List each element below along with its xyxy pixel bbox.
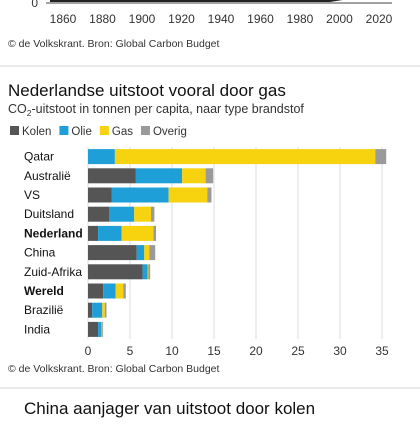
legend-swatch — [99, 126, 109, 135]
bar-segment-olie — [135, 168, 183, 184]
previous-chart-x-tick: 2020 — [366, 12, 393, 26]
previous-chart-fragment: 0 1860 1880 1900 1920 1940 1960 1980 2000 2020 ©… — [8, 0, 393, 50]
legend-label: Kolen — [22, 126, 51, 138]
bar-segment-kolen — [88, 264, 143, 280]
category-label: China — [24, 246, 56, 260]
subtitle-suffix: -uitstoot in tonnen per capita, naar typ… — [31, 102, 304, 116]
previous-chart-x-tick: 1960 — [247, 12, 274, 26]
bar-segment-olie — [111, 187, 169, 203]
previous-chart-x-tick: 1940 — [208, 12, 235, 26]
chart-subtitle: CO2-uitstoot in tonnen per capita, naar … — [8, 102, 304, 118]
legend-label: Gas — [112, 126, 133, 138]
legend-swatch — [59, 126, 69, 135]
previous-chart-x-tick: 1980 — [287, 12, 314, 26]
category-label: India — [24, 322, 50, 336]
previous-chart-x-tick: 2000 — [326, 12, 353, 26]
x-tick-label: 30 — [333, 344, 347, 358]
bar-segment-kolen — [88, 206, 109, 222]
bar-segment-olie — [88, 149, 115, 165]
bar-segment-overig — [205, 168, 214, 184]
legend-label: Overig — [153, 126, 187, 138]
category-label: Brazilië — [24, 303, 64, 317]
x-tick-label: 5 — [127, 344, 134, 358]
next-section-title: China aanjager van uitstoot door kolen — [24, 399, 315, 418]
chart-legend: Kolen Olie Gas Overig — [10, 126, 187, 138]
bar-segment-gas — [144, 245, 150, 261]
previous-chart-area — [50, 0, 380, 2]
bar-segment-olie — [98, 321, 102, 337]
bar-segment-overig — [104, 302, 107, 318]
bar-segment-olie — [103, 283, 116, 299]
x-tick-label: 10 — [165, 344, 179, 358]
legend-label: Olie — [71, 126, 91, 138]
category-label: Qatar — [24, 150, 54, 164]
previous-chart-x-ticks: 1860 1880 1900 1920 1940 1960 1980 2000 2020 — [50, 12, 393, 26]
subtitle-prefix: CO — [8, 102, 27, 116]
chart-x-tick-labels: 0 5 10 15 20 25 30 35 — [85, 344, 389, 358]
bar-segment-gas — [168, 187, 208, 203]
bar-segment-gas — [102, 302, 105, 318]
x-tick-label: 0 — [85, 344, 92, 358]
bar-segment-kolen — [88, 225, 99, 241]
bar-segment-olie — [98, 225, 122, 241]
legend-swatch — [10, 126, 19, 135]
bar-segment-gas — [147, 264, 149, 280]
legend-swatch — [140, 126, 150, 135]
bar-segment-gas — [115, 283, 124, 299]
previous-chart-x-tick: 1920 — [168, 12, 195, 26]
bar-segment-overig — [149, 245, 156, 261]
chart-title: Nederlandse uitstoot vooral door gas — [8, 81, 286, 100]
previous-chart-x-tick: 1880 — [89, 12, 116, 26]
category-label: Duitsland — [24, 207, 74, 221]
bar-segment-kolen — [88, 283, 104, 299]
category-label: Australië — [24, 169, 71, 183]
bar-segment-gas — [182, 168, 206, 184]
bar-segment-olie — [142, 264, 148, 280]
previous-chart-credit: © de Volkskrant. Bron: Global Carbon Bud… — [8, 38, 220, 50]
previous-chart-x-tick: 1900 — [129, 12, 156, 26]
bar-segment-kolen — [88, 168, 136, 184]
previous-chart-y-tick: 0 — [31, 0, 38, 10]
x-tick-label: 25 — [291, 344, 305, 358]
x-tick-label: 15 — [207, 344, 221, 358]
category-label: Zuid-Afrika — [24, 265, 82, 279]
bar-segment-overig — [123, 283, 126, 299]
category-label: Wereld — [24, 284, 64, 298]
bar-segment-overig — [148, 264, 151, 280]
bar-segment-kolen — [88, 321, 99, 337]
bar-segment-overig — [151, 206, 155, 222]
bar-segment-gas — [121, 225, 154, 241]
x-tick-label: 20 — [249, 344, 263, 358]
bar-segment-overig — [153, 225, 157, 241]
bar-segment-gas — [134, 206, 151, 222]
bar-segment-gas — [101, 321, 103, 337]
x-tick-label: 35 — [375, 344, 389, 358]
chart-bars — [88, 149, 387, 337]
bar-segment-gas — [114, 149, 376, 165]
bar-segment-olie — [92, 302, 103, 318]
bar-segment-kolen — [88, 302, 93, 318]
bar-segment-overig — [207, 187, 212, 203]
bar-segment-overig — [102, 321, 104, 337]
bar-segment-kolen — [88, 187, 112, 203]
bar-segment-overig — [375, 149, 387, 165]
category-label: VS — [24, 188, 40, 202]
bar-segment-kolen — [88, 245, 137, 261]
category-label: Nederland — [24, 226, 83, 240]
chart-category-labels: Qatar Australië VS Duitsland Nederland China Z… — [24, 150, 83, 337]
previous-chart-x-tick: 1860 — [50, 12, 77, 26]
subtitle-subscript: 2 — [27, 108, 32, 118]
chart-credit: © de Volkskrant. Bron: Global Carbon Bud… — [8, 363, 220, 375]
bar-segment-olie — [136, 245, 145, 261]
bar-segment-olie — [109, 206, 135, 222]
